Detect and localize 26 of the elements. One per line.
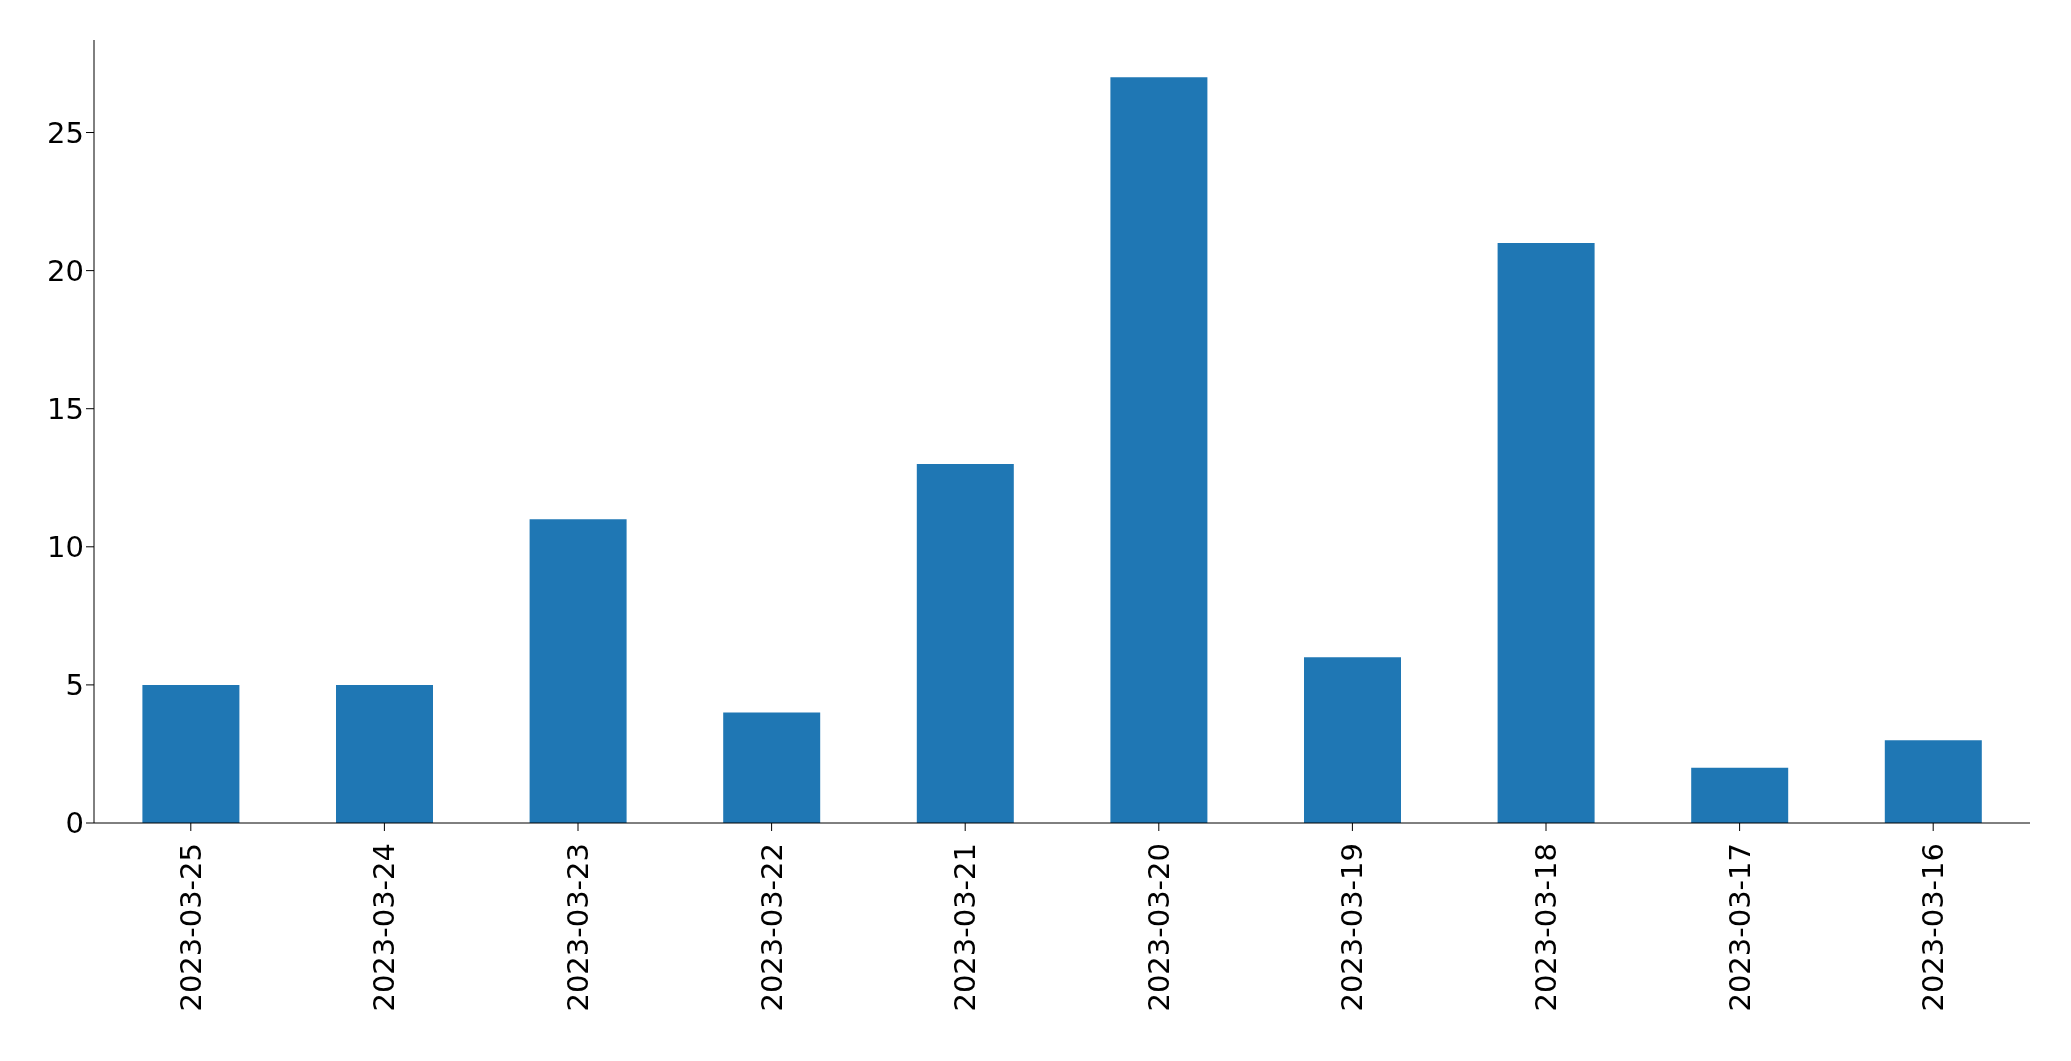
x-tick-label: 2023-03-18 bbox=[1529, 843, 1563, 1012]
x-tick-label: 2023-03-24 bbox=[367, 843, 402, 1012]
bar bbox=[1884, 740, 1982, 823]
bar bbox=[142, 684, 240, 823]
bar bbox=[336, 684, 433, 823]
bar bbox=[1691, 767, 1789, 823]
y-tick-label: 0 bbox=[65, 806, 84, 841]
y-tick-label: 20 bbox=[47, 253, 84, 288]
bar bbox=[1497, 243, 1595, 823]
bar bbox=[529, 519, 627, 823]
x-tick-label: 2023-03-21 bbox=[948, 843, 983, 1012]
y-tick-label: 5 bbox=[65, 668, 84, 703]
x-tick-label: 2023-03-22 bbox=[754, 843, 789, 1012]
bar bbox=[916, 463, 1014, 823]
y-tick-label: 25 bbox=[47, 115, 84, 150]
x-tick-label: 2023-03-19 bbox=[1335, 843, 1370, 1012]
x-tick-label: 2023-03-23 bbox=[561, 843, 595, 1012]
x-tick-label: 2023-03-25 bbox=[173, 843, 208, 1012]
y-tick-label: 10 bbox=[47, 530, 84, 565]
bar bbox=[723, 712, 821, 823]
x-tick-label: 2023-03-20 bbox=[1141, 843, 1176, 1012]
bar bbox=[1110, 77, 1208, 823]
x-tick-label: 2023-03-16 bbox=[1916, 843, 1951, 1012]
y-tick-label: 15 bbox=[47, 392, 84, 427]
x-tick-label: 2023-03-17 bbox=[1722, 843, 1757, 1012]
bar bbox=[1304, 657, 1401, 823]
